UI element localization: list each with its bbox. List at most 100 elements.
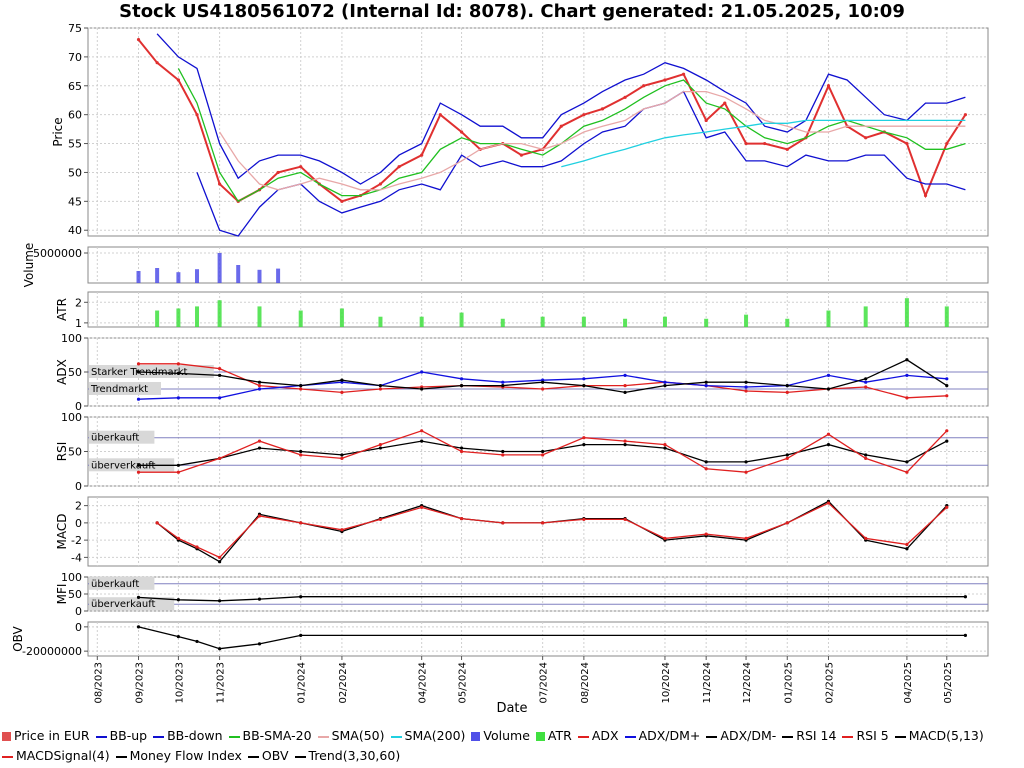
x-tick-label: 10/2023	[174, 662, 185, 704]
data-point	[785, 453, 789, 457]
legend-swatch	[624, 735, 636, 738]
data-point	[905, 547, 909, 551]
data-point	[176, 371, 180, 375]
data-point	[257, 380, 262, 384]
data-point	[299, 449, 303, 454]
bar	[217, 253, 222, 283]
legend-item: BB-SMA-20	[228, 726, 312, 746]
y-tick-label: 50	[68, 166, 82, 179]
data-point	[276, 170, 280, 175]
bar	[176, 272, 181, 283]
panel-frame	[87, 496, 989, 567]
y-tick-label: 5000000	[33, 247, 82, 260]
legend-label: Money Flow Index	[129, 748, 242, 763]
legend-label: ATR	[547, 728, 572, 743]
bar	[944, 306, 949, 327]
legend-item: MACDSignal(4)	[2, 746, 110, 766]
data-point	[963, 595, 968, 599]
panel-rsi: 0 50 100 RSI überkauft überverkauft	[55, 411, 989, 493]
legend-label: MACD(5,13)	[908, 728, 984, 743]
data-point	[541, 449, 545, 454]
data-point	[541, 380, 545, 384]
data-point	[663, 380, 667, 384]
data-point	[176, 396, 180, 400]
series-line	[196, 90, 966, 237]
data-point	[218, 647, 222, 651]
legend-label: Trend(3,30,60)	[308, 748, 401, 763]
reference-label-bg	[89, 576, 155, 590]
data-point	[257, 384, 262, 388]
panel-frame	[87, 291, 989, 328]
legend-swatch	[782, 735, 794, 738]
x-tick-label: 10/2024	[661, 662, 672, 704]
reference-line-label: Trendmarkt	[90, 384, 148, 395]
data-point	[663, 536, 667, 541]
legend-swatch	[153, 735, 165, 738]
x-tick-label: 02/2024	[338, 662, 349, 704]
bar	[195, 269, 200, 283]
data-point	[155, 521, 159, 525]
data-point	[945, 141, 949, 146]
bar	[826, 310, 831, 327]
data-point	[704, 532, 708, 536]
legend-label: SMA(50)	[331, 728, 385, 743]
data-point	[864, 377, 868, 381]
date-axis: 08/2023 09/2023 10/2023 11/2023 01/2024 02/20…	[93, 656, 954, 704]
data-point	[218, 560, 222, 564]
data-point	[257, 439, 262, 443]
data-point	[945, 394, 949, 398]
data-point	[136, 370, 141, 374]
legend-item: Trend(3,30,60)	[294, 746, 401, 766]
data-point	[826, 432, 831, 436]
legend-swatch	[247, 755, 259, 758]
y-tick-label: 2	[75, 500, 82, 513]
data-point	[299, 384, 303, 388]
legend-label: BB-up	[109, 728, 148, 743]
y-axis-label: MFI	[55, 584, 69, 605]
data-point	[257, 642, 262, 646]
bar	[623, 318, 628, 327]
data-point	[501, 380, 505, 384]
y-tick-label: 0	[75, 400, 82, 413]
data-point	[218, 396, 222, 400]
data-point	[663, 384, 667, 388]
series-line	[156, 502, 948, 559]
y-axis-label: ATR	[55, 298, 69, 321]
data-point	[340, 456, 344, 460]
data-point	[864, 536, 868, 541]
legend-item: OBV	[247, 746, 289, 766]
data-point	[420, 153, 424, 157]
x-tick-label: 09/2023	[135, 662, 146, 704]
x-tick-label: 05/2025	[943, 662, 954, 704]
data-point	[257, 446, 262, 450]
data-point	[826, 373, 831, 377]
data-point	[420, 387, 424, 391]
y-tick-label: 50	[68, 366, 82, 379]
data-point	[257, 387, 262, 391]
y-tick-label: 0	[75, 517, 82, 530]
data-point	[176, 78, 180, 82]
data-point	[501, 453, 505, 457]
data-point	[420, 505, 424, 509]
panel-frame	[87, 27, 989, 237]
data-point	[582, 384, 586, 388]
data-point	[864, 380, 868, 384]
y-axis-label: RSI	[55, 442, 69, 462]
data-point	[905, 373, 909, 377]
data-point	[195, 545, 199, 549]
y-tick-label: -2	[71, 534, 82, 547]
data-point	[218, 367, 222, 371]
data-point	[945, 377, 949, 381]
data-point	[704, 384, 708, 388]
data-point	[704, 118, 708, 123]
data-point	[136, 397, 141, 401]
data-point	[257, 597, 262, 601]
bar	[236, 265, 241, 283]
data-point	[218, 182, 222, 186]
data-point	[744, 385, 748, 389]
data-point	[257, 514, 262, 518]
legend-swatch	[2, 755, 13, 758]
data-point	[378, 387, 383, 391]
data-point	[299, 387, 303, 391]
reference-line-label: überverkauft	[91, 460, 156, 471]
